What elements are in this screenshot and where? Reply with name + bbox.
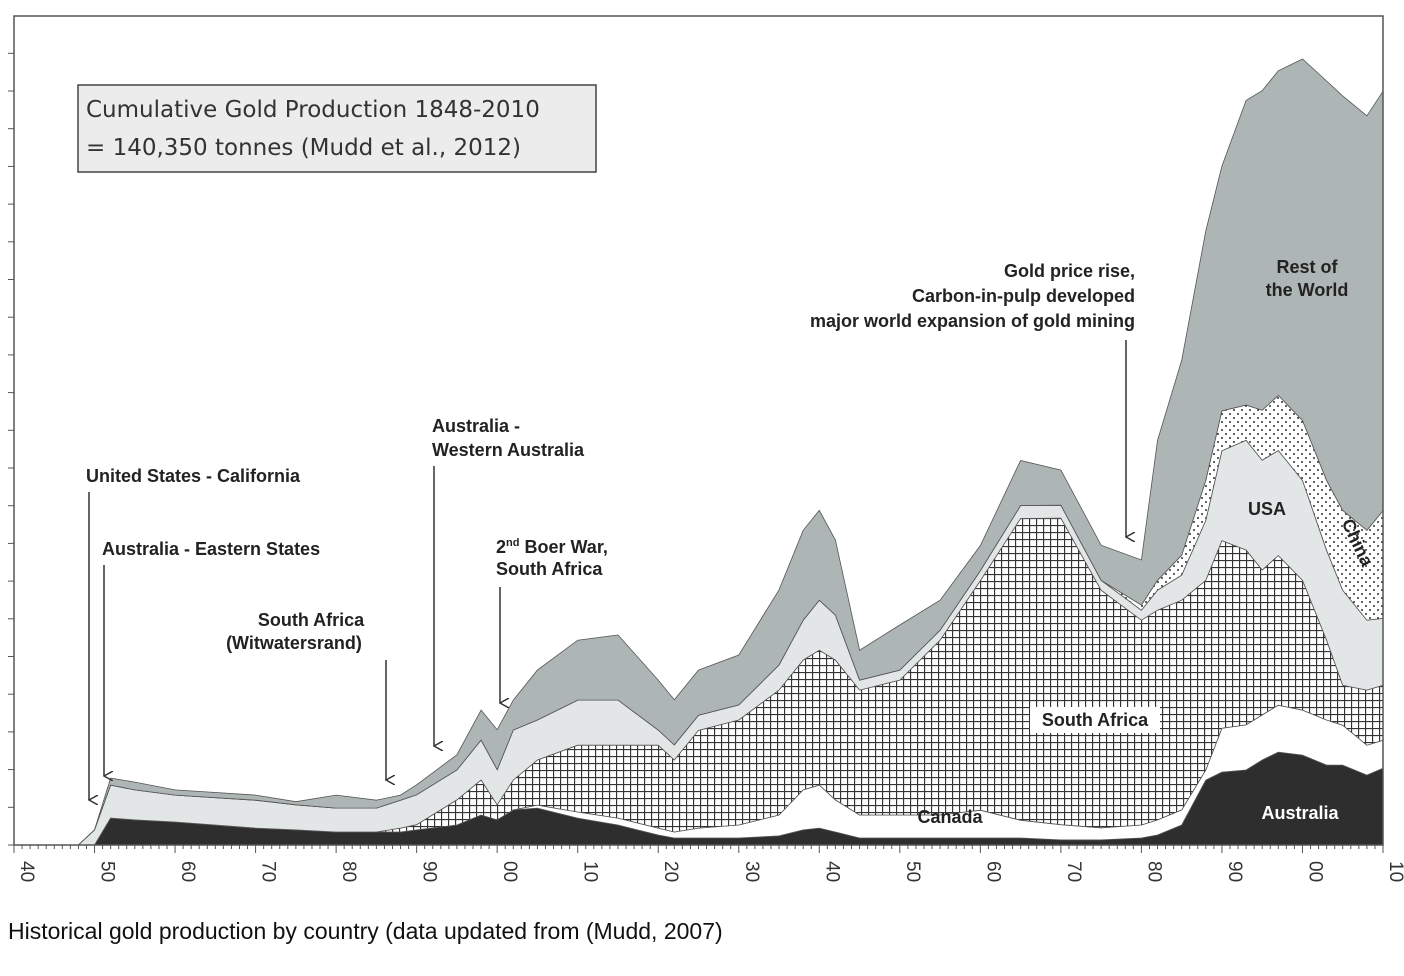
x-tick-label: 90: [1224, 861, 1245, 882]
x-tick-label: 30: [741, 861, 762, 882]
annotation-price-3: major world expansion of gold mining: [810, 311, 1135, 331]
annotation-western-2: Western Australia: [432, 440, 585, 460]
x-tick-label: 90: [419, 861, 440, 882]
x-tick-label: 50: [902, 861, 923, 882]
x-tick-label: 10: [580, 861, 601, 882]
x-tick-label: 60: [982, 861, 1003, 882]
label-rest-2: the World: [1266, 280, 1349, 300]
label-usa: USA: [1248, 499, 1286, 519]
x-tick-label: 50: [97, 861, 118, 882]
annotation-california: United States - California: [86, 466, 301, 486]
annotation-witwatersrand-1: South Africa: [258, 610, 365, 630]
annotation-boer-1: 2nd Boer War,: [496, 537, 608, 557]
annotation-price-1: Gold price rise,: [1004, 261, 1135, 281]
annotation-arrows: [89, 340, 1126, 800]
x-tick-label: 60: [177, 861, 198, 882]
axis-ticks: 40 50 60 70 80 90 00 10 20 30 40 50 60 70 80 90 00 10: [8, 52, 1404, 882]
title-box: Cumulative Gold Production 1848-2010 = 1…: [77, 84, 597, 173]
label-south-africa: South Africa: [1042, 710, 1149, 730]
x-tick-label: 80: [338, 861, 359, 882]
label-canada: Canada: [917, 807, 983, 827]
x-tick-label: 00: [1304, 861, 1325, 882]
x-tick-label: 10: [1385, 861, 1404, 882]
x-tick-label: 80: [1143, 861, 1164, 882]
annotation-eastern: Australia - Eastern States: [102, 539, 320, 559]
annotation-witwatersrand-2: (Witwatersrand): [226, 633, 362, 653]
x-tick-label: 70: [1063, 861, 1084, 882]
stacked-areas: [77, 58, 1384, 846]
x-tick-label: 40: [821, 861, 842, 882]
chart-subtitle: = 140,350 tonnes (Mudd et al., 2012): [86, 135, 521, 161]
x-tick-label: 70: [258, 861, 279, 882]
chart-title: Cumulative Gold Production 1848-2010: [86, 97, 540, 123]
annotation-boer-2: South Africa: [496, 559, 603, 579]
label-south-africa-bg: [1030, 707, 1160, 733]
label-australia: Australia: [1261, 803, 1339, 823]
x-tick-label: 00: [499, 861, 520, 882]
figure-caption: Historical gold production by country (d…: [8, 918, 723, 944]
gold-production-chart: 40 50 60 70 80 90 00 10 20 30 40 50 60 70 80 90 00 10 Cum…: [8, 15, 1404, 882]
annotation-western-1: Australia -: [432, 416, 520, 436]
annotation-price-2: Carbon-in-pulp developed: [912, 286, 1135, 306]
label-rest-1: Rest of: [1276, 257, 1338, 277]
x-tick-label: 20: [660, 861, 681, 882]
x-tick-label: 40: [16, 861, 37, 882]
